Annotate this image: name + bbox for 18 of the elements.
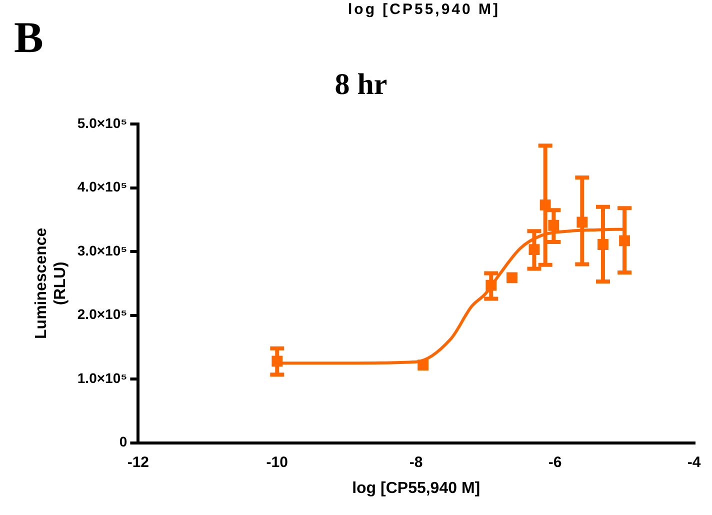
x-tick-label: -8	[409, 454, 423, 471]
x-tick-label: -12	[127, 454, 150, 471]
y-tick-label: 3.0×10⁵	[77, 242, 128, 258]
x-tick-label: -6	[548, 454, 562, 471]
y-tick-label: 2.0×10⁵	[77, 306, 128, 322]
x-tick-label: -4	[687, 454, 702, 471]
x-tick-label: -10	[266, 454, 288, 471]
y-axis-title: Luminescence (RLU)	[33, 228, 70, 339]
chart-title: 8 hr	[334, 68, 388, 101]
text: B	[14, 13, 44, 62]
x-axis-title: log [CP55,940 M]	[352, 480, 480, 497]
y-tick-label: 5.0×10⁵	[77, 114, 128, 131]
point	[506, 272, 518, 284]
y-tick-label: 0	[119, 434, 128, 450]
text: log [CP55,940 M]	[348, 1, 500, 18]
y-tick-label: 4.0×10⁵	[77, 178, 128, 195]
point	[418, 360, 428, 370]
y-tick-label: 1.0×10⁵	[77, 370, 128, 386]
